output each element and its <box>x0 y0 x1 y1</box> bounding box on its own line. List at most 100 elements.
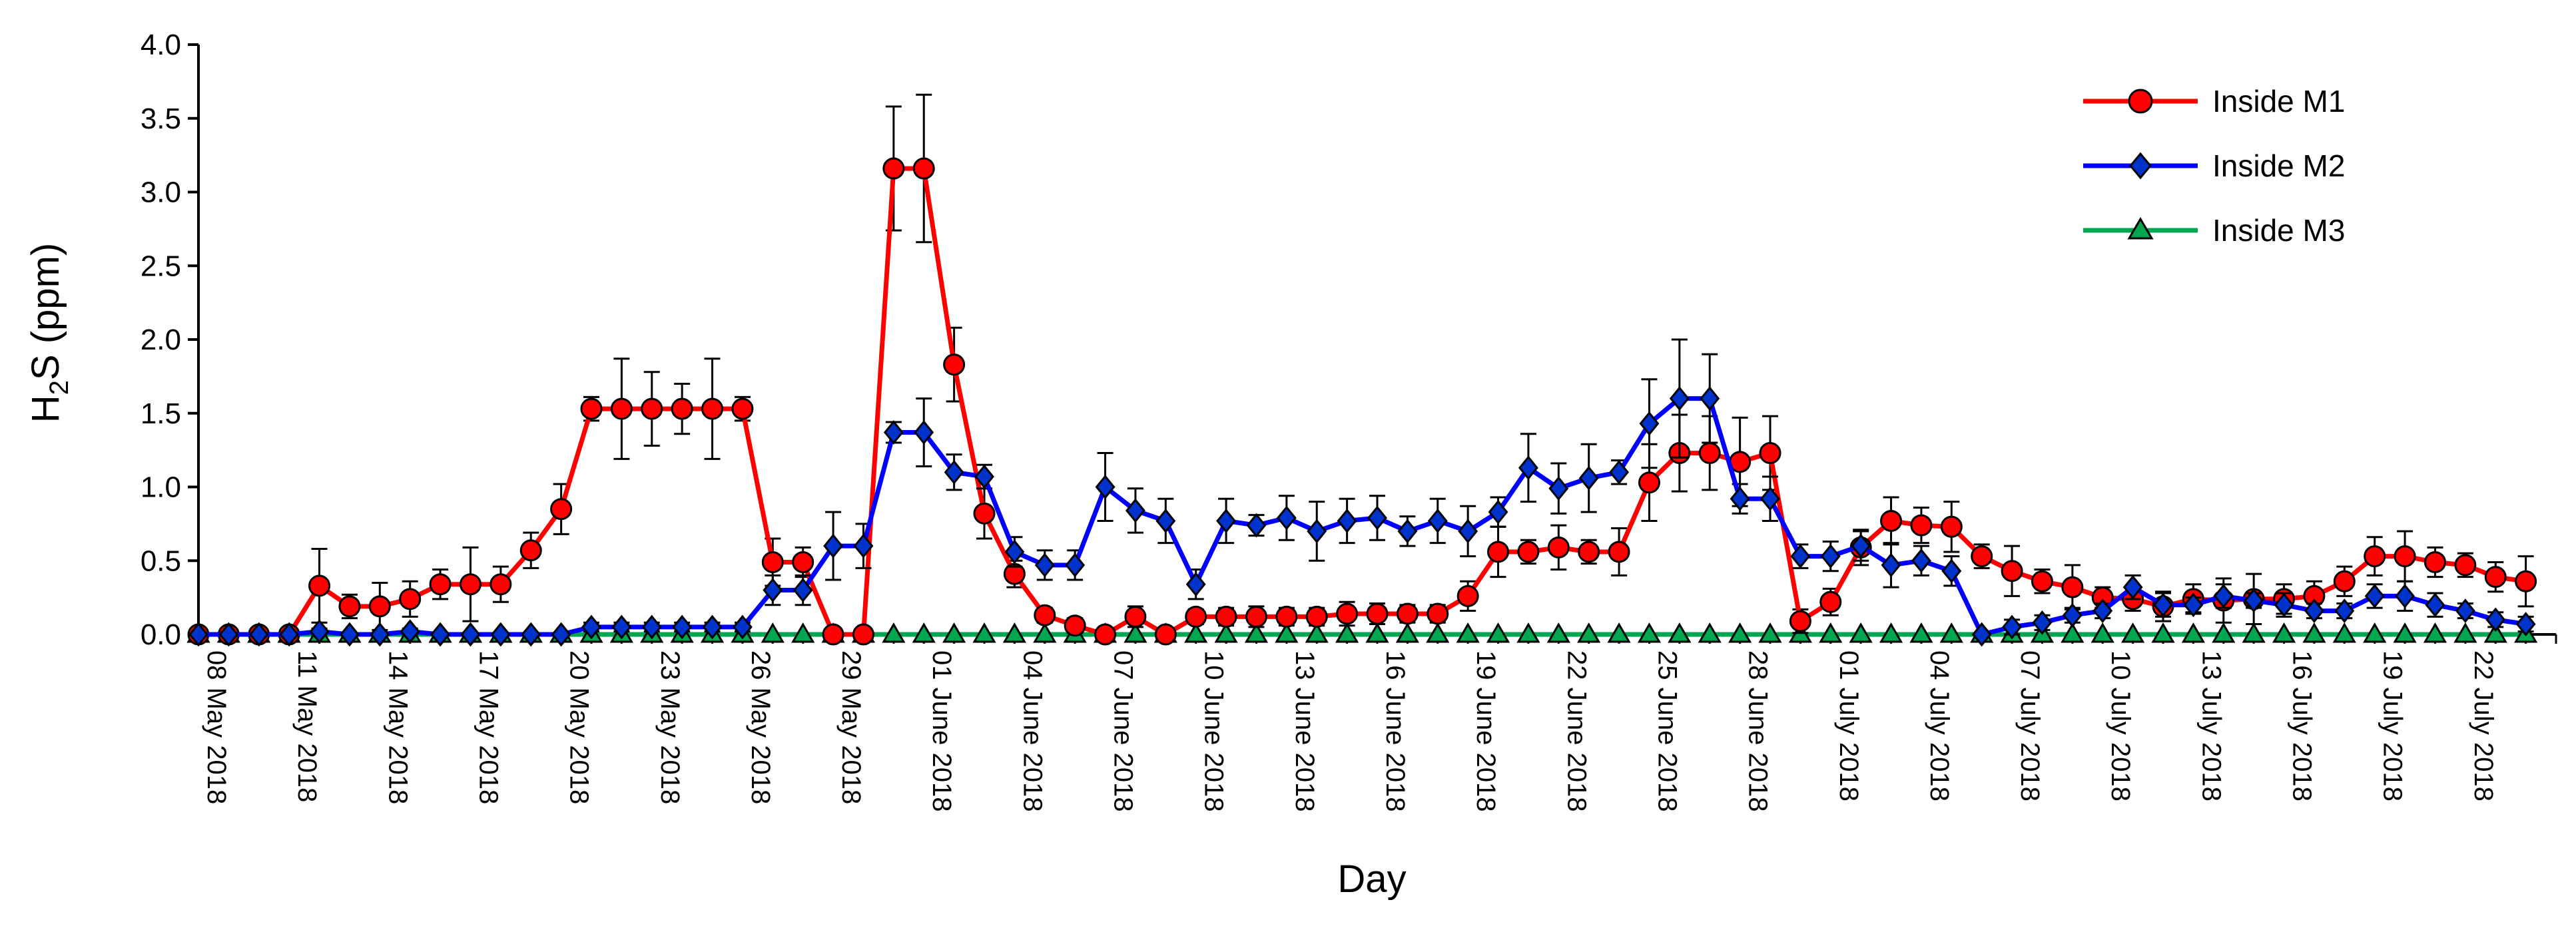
data-point <box>1124 622 1147 643</box>
data-point <box>1790 544 1811 569</box>
data-point <box>942 622 966 643</box>
data-point <box>610 397 633 420</box>
y-tick-label: 1.0 <box>141 471 181 504</box>
y-tick-label: 1.5 <box>141 397 181 430</box>
x-tick-label: 22 July 2018 <box>2469 650 2498 802</box>
data-point <box>1820 544 1841 569</box>
x-tick-label: 25 June 2018 <box>1652 650 1682 811</box>
data-point <box>2151 622 2175 643</box>
data-point <box>1909 622 1933 643</box>
series-line <box>198 166 2527 637</box>
y-tick-label: 4.0 <box>141 29 181 61</box>
data-point <box>882 157 905 180</box>
series-inside-m2 <box>188 338 2536 647</box>
data-point <box>489 573 512 596</box>
data-point <box>641 397 663 420</box>
data-point <box>1881 553 1901 578</box>
data-point <box>1125 498 1145 523</box>
data-point <box>1366 602 1389 625</box>
x-tick-label: 17 May 2018 <box>474 650 503 804</box>
data-point <box>2061 622 2085 643</box>
data-point <box>1517 541 1540 563</box>
data-point <box>1305 622 1329 643</box>
data-point <box>731 397 754 420</box>
data-point <box>1971 622 1992 647</box>
x-tick-label: 20 May 2018 <box>565 650 594 804</box>
x-tick-label: 07 July 2018 <box>2015 650 2045 802</box>
data-point <box>2213 584 2234 608</box>
data-point <box>1669 386 1690 411</box>
data-point <box>1547 536 1570 559</box>
series-inside-m1 <box>187 93 2537 646</box>
data-point <box>338 595 361 618</box>
data-point <box>1698 442 1721 465</box>
data-point <box>1094 623 1117 646</box>
data-point <box>1456 622 1480 643</box>
data-point <box>2364 545 2386 568</box>
data-point <box>1819 622 1843 643</box>
data-point <box>1609 459 1630 485</box>
data-point <box>822 623 844 646</box>
data-point <box>1034 553 1055 578</box>
x-tick-label: 01 July 2018 <box>1834 650 1863 802</box>
data-point <box>1396 602 1419 625</box>
data-point <box>1246 513 1267 538</box>
x-tick-label: 19 June 2018 <box>1471 650 1500 811</box>
x-tick-label: 01 June 2018 <box>927 650 956 811</box>
data-point <box>761 551 784 573</box>
data-point <box>943 353 966 376</box>
data-point <box>1577 622 1601 643</box>
data-point <box>2091 622 2114 643</box>
data-point <box>1516 622 1540 643</box>
data-point <box>1518 455 1538 481</box>
data-point <box>641 614 662 640</box>
data-point <box>973 502 996 525</box>
x-tick-label: 26 May 2018 <box>746 650 775 804</box>
data-point <box>551 622 571 647</box>
data-point <box>2455 598 2475 623</box>
x-tick-label: 08 May 2018 <box>202 650 231 804</box>
data-point <box>944 459 964 485</box>
data-point <box>2394 545 2416 568</box>
data-point <box>2515 570 2537 592</box>
data-point <box>1426 622 1450 643</box>
data-point <box>1245 605 1267 628</box>
x-tick-label: 28 June 2018 <box>1744 650 1773 811</box>
data-point <box>430 622 451 647</box>
data-point <box>853 533 874 559</box>
data-point <box>1607 622 1631 643</box>
x-tick-label: 10 June 2018 <box>1199 650 1229 811</box>
data-point <box>2425 592 2445 618</box>
series-layer <box>186 93 2538 647</box>
data-point <box>2454 554 2477 577</box>
data-point <box>1548 476 1569 501</box>
data-point <box>1849 622 1873 643</box>
data-point <box>2181 622 2205 643</box>
legend-label: Inside M3 <box>2212 213 2345 248</box>
data-point <box>2332 622 2356 643</box>
data-point <box>701 397 724 420</box>
data-point <box>914 420 934 445</box>
data-point <box>580 397 603 420</box>
data-point <box>791 622 815 643</box>
data-point <box>2304 598 2324 623</box>
y-axis-label-prefix: H <box>24 395 67 423</box>
data-point <box>1307 519 1327 544</box>
data-point <box>912 622 936 643</box>
data-point <box>1880 509 1903 532</box>
x-tick-label: 04 July 2018 <box>1925 650 1954 802</box>
y-axis-label: H2S (ppm) <box>24 243 74 423</box>
data-point <box>1427 602 1449 625</box>
data-point <box>1758 622 1782 643</box>
y-tick-label: 2.0 <box>141 324 181 356</box>
data-point <box>1698 622 1722 643</box>
y-tick-label: 0.5 <box>141 545 181 577</box>
y-tick-label: 3.0 <box>141 176 181 209</box>
data-point <box>1427 509 1448 533</box>
data-point <box>2423 551 2446 573</box>
axes <box>197 45 2556 636</box>
data-point <box>1940 515 1963 538</box>
x-tick-label: 07 June 2018 <box>1109 650 1138 811</box>
data-point <box>1730 486 1750 511</box>
data-point <box>2153 592 2173 618</box>
